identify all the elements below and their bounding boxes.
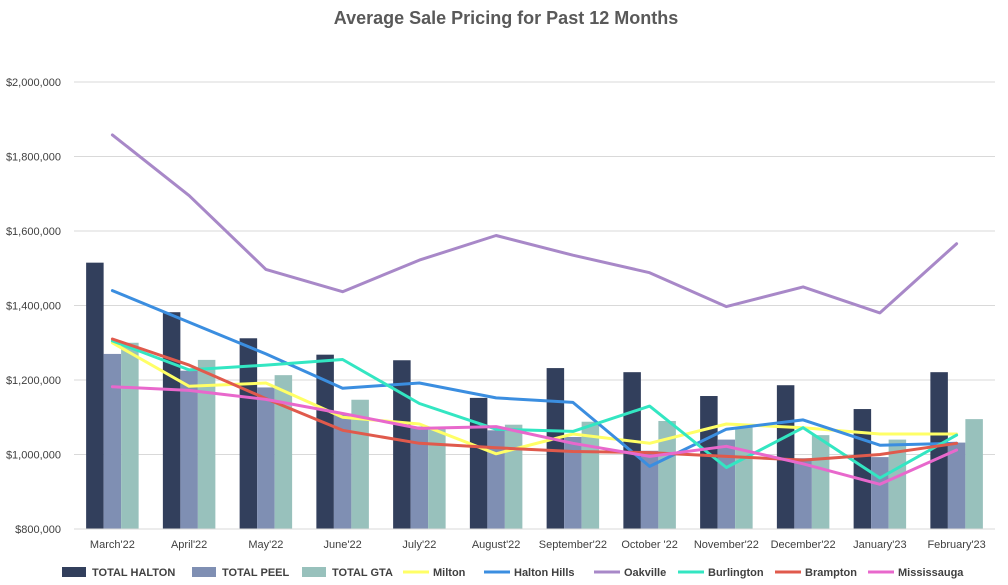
legend-label: TOTAL GTA: [332, 567, 393, 579]
bar-total-halton: [162, 312, 181, 529]
bar-total-gta: [965, 419, 983, 529]
x-tick-label: September'22: [539, 539, 607, 551]
bar-total-halton: [546, 368, 565, 529]
bar-total-peel: [333, 413, 352, 529]
bar-total-peel: [871, 457, 889, 529]
legend-item-total-halton: TOTAL HALTON: [62, 567, 175, 579]
lines: [110, 133, 959, 486]
y-tick-label: $2,000,000: [6, 77, 61, 89]
bar-total-gta: [504, 424, 523, 529]
y-tick-label: $1,000,000: [6, 450, 61, 462]
line-brampton: [110, 337, 959, 462]
legend-label: Brampton: [805, 567, 857, 579]
line-milton: [110, 341, 959, 456]
legend-item-mississauga: Mississauga: [868, 567, 964, 579]
bar-total-peel: [487, 430, 505, 529]
line-burlington: [110, 339, 959, 480]
x-tick-label: February'23: [927, 539, 985, 551]
x-tick-label: October '22: [621, 539, 678, 551]
legend-item-brampton: Brampton: [775, 567, 857, 579]
x-tick-label: January'23: [853, 539, 906, 551]
legend-item-total-peel: TOTAL PEEL: [192, 567, 290, 579]
legend-label: Halton Hills: [514, 567, 575, 579]
bar-total-peel: [103, 353, 122, 529]
bar-total-peel: [794, 458, 812, 529]
y-axis-ticks: $800,000 $1,000,000 $1,200,000 $1,400,000 $1…: [6, 77, 61, 536]
legend-label: Milton: [433, 567, 466, 579]
legend-label: Mississauga: [898, 567, 964, 579]
legend-label: TOTAL PEEL: [222, 567, 290, 579]
bar-total-halton: [930, 372, 948, 529]
x-tick-label: December'22: [771, 539, 836, 551]
bar-total-peel: [947, 442, 966, 529]
legend-item-milton: Milton: [403, 567, 466, 579]
bar-total-gta: [197, 359, 216, 529]
legend-item-halton-hills: Halton Hills: [484, 567, 575, 579]
legend-swatch: [62, 567, 86, 577]
bar-total-peel: [180, 370, 198, 529]
x-tick-label: July'22: [402, 539, 436, 551]
legend-item-oakville: Oakville: [594, 567, 666, 579]
x-tick-label: March'22: [90, 539, 135, 551]
bar-total-gta: [811, 435, 830, 529]
y-tick-label: $1,800,000: [6, 152, 61, 164]
line-mississauga: [110, 385, 959, 486]
legend-label: Burlington: [708, 567, 764, 579]
bar-total-peel: [717, 439, 736, 529]
bar-total-halton: [393, 360, 411, 529]
bar-total-peel: [640, 450, 659, 529]
bar-total-halton: [700, 396, 718, 529]
legend-swatch: [192, 567, 216, 577]
x-tick-label: April'22: [171, 539, 207, 551]
chart-title: Average Sale Pricing for Past 12 Months: [334, 8, 678, 28]
x-axis-ticks: March'22 April'22 May'22 June'22 July'22 Augu…: [90, 539, 986, 551]
x-tick-label: June'22: [324, 539, 362, 551]
bar-total-gta: [888, 439, 907, 529]
legend-label: TOTAL HALTON: [92, 567, 175, 579]
bar-total-halton: [316, 354, 334, 529]
bar-total-halton: [239, 338, 258, 529]
bar-total-peel: [257, 387, 275, 529]
bar-total-gta: [428, 428, 446, 529]
bar-total-halton: [469, 397, 488, 529]
bar-total-gta: [735, 426, 753, 529]
bar-total-peel: [410, 426, 429, 529]
bar-total-halton: [86, 262, 104, 529]
legend-item-burlington: Burlington: [678, 567, 764, 579]
y-tick-label: $1,600,000: [6, 226, 61, 238]
legend-label: Oakville: [624, 567, 666, 579]
line-oakville: [110, 133, 959, 315]
bar-total-peel: [564, 436, 582, 529]
legend: TOTAL HALTON TOTAL PEEL TOTAL GTA Milton Hal…: [62, 567, 964, 579]
y-tick-label: $1,400,000: [6, 301, 61, 313]
x-tick-label: August'22: [472, 539, 521, 551]
bar-total-gta: [121, 342, 139, 529]
line-halton-hills: [110, 289, 959, 468]
x-tick-label: November'22: [694, 539, 759, 551]
y-tick-label: $800,000: [15, 524, 61, 536]
y-tick-label: $1,200,000: [6, 375, 61, 387]
x-tick-label: May'22: [248, 539, 283, 551]
legend-swatch: [302, 567, 326, 577]
legend-item-total-gta: TOTAL GTA: [302, 567, 393, 579]
bar-total-gta: [274, 375, 293, 529]
bar-total-gta: [658, 420, 676, 529]
